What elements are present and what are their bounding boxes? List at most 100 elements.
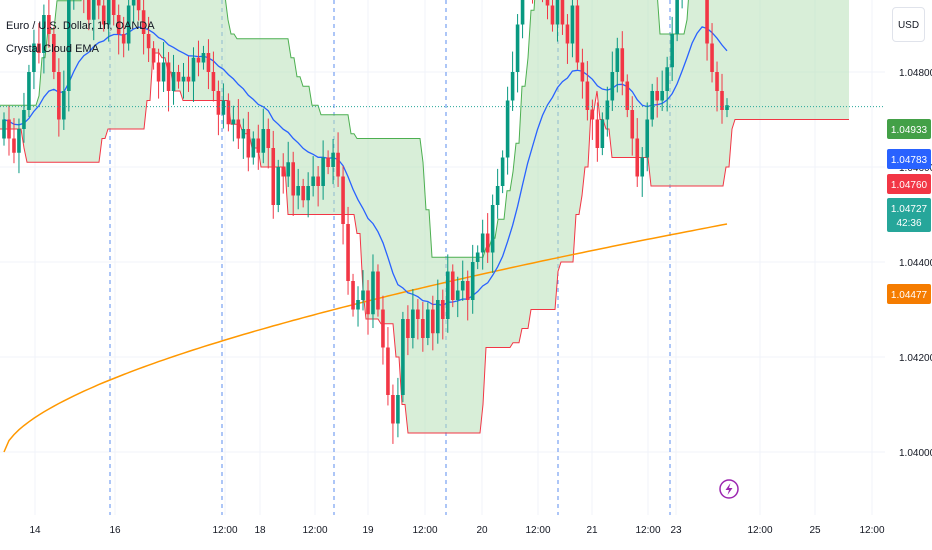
candle-body: [311, 176, 315, 186]
candle-body: [47, 15, 51, 34]
candle-body: [341, 176, 345, 224]
candle-body: [86, 0, 91, 20]
price-axis[interactable]: 1.052001.050001.048001.046001.044001.042…: [885, 0, 932, 550]
candle-body: [660, 91, 664, 101]
candle-body: [22, 110, 26, 129]
price-tag-label: 1.04727: [891, 204, 928, 215]
candle-body: [326, 157, 330, 167]
time-tick-label: 12:00: [302, 525, 327, 536]
currency-button[interactable]: USD: [892, 7, 925, 42]
time-tick-label: 23: [670, 525, 682, 536]
time-tick-label: 14: [29, 525, 41, 536]
candle-body: [450, 271, 455, 300]
candle-body: [670, 34, 674, 68]
cloud-lower-line: [0, 52, 849, 434]
lightning-icon[interactable]: [719, 479, 739, 499]
candle-body: [391, 395, 395, 424]
candle-body: [625, 81, 630, 110]
candle-body: [440, 300, 445, 319]
time-tick-label: 12:00: [747, 525, 772, 536]
price-tag: [887, 119, 931, 139]
candle-body: [281, 167, 286, 177]
candle-body: [570, 5, 575, 44]
candle-body: [236, 119, 241, 139]
candle-body: [62, 91, 66, 120]
cloud-upper-line: [0, 0, 689, 258]
candle-body: [196, 57, 201, 63]
candle-body: [136, 0, 141, 11]
candle-body: [455, 290, 460, 300]
candle-body: [720, 91, 724, 110]
time-tick-label: 25: [809, 525, 821, 536]
price-tags: 1.04933 1.04783 1.04760 1.04727 42:36 1.04477: [887, 119, 931, 304]
candle-body: [52, 34, 56, 72]
candle-body: [161, 62, 166, 82]
candle-body: [146, 34, 151, 49]
price-tag: [887, 198, 931, 232]
candle-body: [605, 100, 610, 120]
price-tag: [887, 149, 931, 169]
candle-body: [316, 176, 320, 186]
candle-body: [276, 167, 281, 205]
bar-countdown: 42:36: [896, 218, 921, 229]
time-tick-label: 20: [476, 525, 488, 536]
candle-body: [331, 152, 335, 167]
candle-body: [141, 10, 146, 34]
candle-body: [2, 119, 6, 139]
price-tag-label: 1.04933: [891, 125, 928, 136]
candle-body: [101, 5, 106, 25]
candle-body: [301, 186, 305, 201]
indicator-name[interactable]: Crystal Cloud EMA: [6, 43, 99, 55]
candle-body: [371, 271, 375, 315]
time-tick-label: 21: [586, 525, 598, 536]
candle-body: [485, 233, 490, 253]
candle-body: [57, 72, 61, 120]
candle-body: [206, 53, 211, 72]
candle-body: [615, 48, 620, 72]
candle-body: [156, 62, 161, 82]
time-axis[interactable]: 14 16 12:00 18 12:00 19 12:00 20 12:00 21 12:00 23 1…: [0, 515, 932, 550]
candle-body: [251, 138, 256, 158]
candle-body: [356, 300, 360, 310]
candle-body: [286, 162, 291, 177]
ema-slow-line: [3, 223, 728, 453]
candle-body: [376, 271, 380, 310]
price-tick-label: 1.04000: [899, 448, 932, 459]
candle-body: [565, 24, 570, 44]
price-tag-label: 1.04760: [891, 180, 928, 191]
candle-body: [216, 91, 221, 115]
candle-body: [515, 24, 520, 72]
candle-body: [361, 290, 365, 300]
candle-body: [67, 0, 71, 91]
candle-body: [246, 129, 251, 158]
candle-body: [426, 309, 430, 338]
candle-body: [211, 72, 216, 91]
candle-body: [261, 129, 266, 153]
candle-body: [490, 205, 495, 253]
candle-body: [131, 0, 136, 6]
candle-body: [231, 119, 236, 125]
candle-body: [495, 186, 500, 205]
candle-body: [396, 395, 400, 424]
candle-body: [600, 119, 605, 148]
candle-body: [176, 72, 181, 82]
candle-body: [166, 62, 171, 91]
candle-body: [306, 186, 310, 201]
candle-body: [266, 129, 271, 148]
candle-body: [675, 0, 679, 34]
candle-body: [416, 309, 420, 319]
candle-body: [12, 138, 16, 153]
candle-body: [460, 281, 465, 291]
price-tick-label: 1.04400: [899, 258, 932, 269]
candle-body: [271, 148, 276, 205]
candle-body: [610, 72, 615, 101]
candle-body: [126, 5, 131, 44]
candle-body: [715, 72, 719, 91]
candle-body: [7, 119, 11, 139]
candle-body: [151, 48, 156, 63]
candle-body: [595, 119, 600, 148]
candle-body: [555, 0, 560, 25]
candle-body: [401, 319, 405, 395]
candle-body: [635, 138, 640, 177]
